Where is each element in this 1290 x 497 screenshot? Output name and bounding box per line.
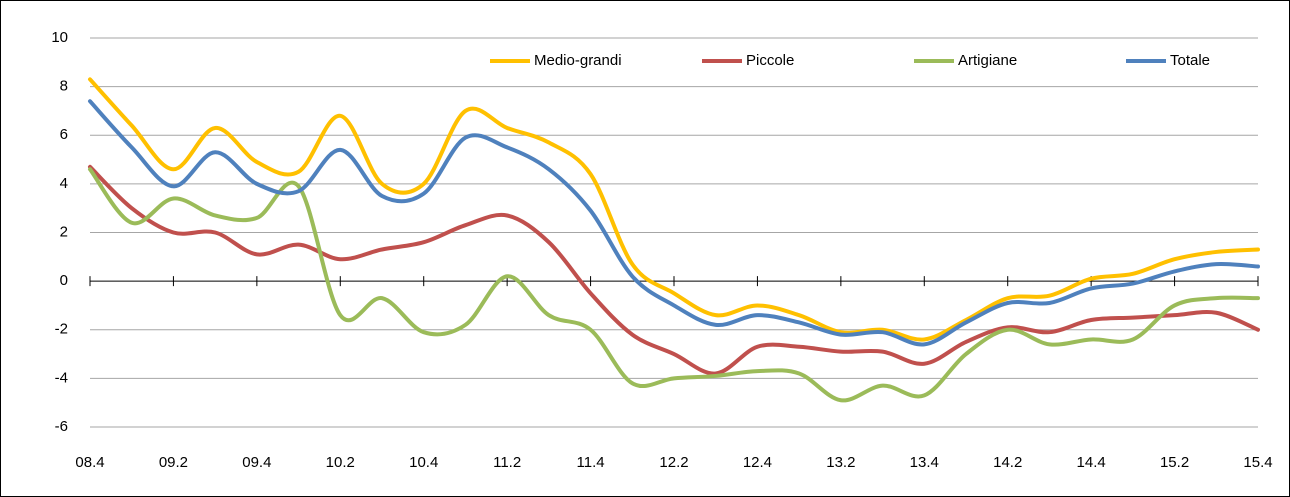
series-line: [88, 167, 1260, 403]
x-tick-label: 09.4: [242, 454, 271, 471]
x-tick-label: 15.2: [1160, 454, 1189, 471]
y-tick-label: 2: [60, 223, 68, 240]
y-tick-label: 4: [60, 175, 68, 192]
x-tick-label: 10.4: [409, 454, 438, 471]
legend-label: Piccole: [746, 52, 794, 69]
y-tick-label: -6: [55, 418, 68, 435]
y-tick-label: -2: [55, 321, 68, 338]
y-tick-label: 8: [60, 78, 68, 95]
series-line: [88, 77, 1260, 342]
x-tick-label: 12.2: [659, 454, 688, 471]
x-tick-label: 14.2: [993, 454, 1022, 471]
y-tick-label: 6: [60, 126, 68, 143]
y-tick-label: 0: [60, 272, 68, 289]
x-tick-label: 10.2: [326, 454, 355, 471]
y-tick-label: -4: [55, 369, 68, 386]
y-tick-label: 10: [51, 29, 68, 46]
x-tick-label: 14.4: [1077, 454, 1106, 471]
x-tick-label: 13.2: [826, 454, 855, 471]
series-line: [88, 164, 1260, 376]
x-tick-label: 09.2: [159, 454, 188, 471]
x-tick-label: 11.4: [577, 454, 605, 471]
legend-label: Totale: [1170, 52, 1210, 69]
x-tick-label: 13.4: [910, 454, 939, 471]
x-tick-label: 11.2: [493, 454, 521, 471]
x-tick-label: 15.4: [1243, 454, 1272, 471]
legend-label: Medio-grandi: [534, 52, 622, 69]
x-tick-label: 12.4: [743, 454, 772, 471]
series-line: [88, 99, 1260, 347]
legend-label: Artigiane: [958, 52, 1017, 69]
x-tick-label: 08.4: [75, 454, 104, 471]
